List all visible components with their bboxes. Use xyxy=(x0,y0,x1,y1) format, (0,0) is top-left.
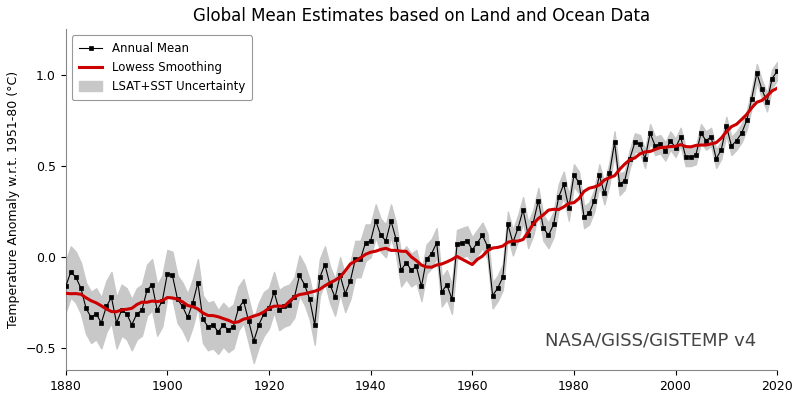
Line: Annual Mean: Annual Mean xyxy=(63,69,780,344)
Y-axis label: Temperature Anomaly w.r.t. 1951-80 (°C): Temperature Anomaly w.r.t. 1951-80 (°C) xyxy=(7,71,20,328)
Annual Mean xyxy=(300,282,310,287)
Lowess Smoothing xyxy=(300,291,310,296)
Title: Global Mean Estimates based on Land and Ocean Data: Global Mean Estimates based on Land and … xyxy=(193,7,650,25)
Lowess Smoothing xyxy=(670,144,680,149)
Text: NASA/GISS/GISTEMP v4: NASA/GISS/GISTEMP v4 xyxy=(545,332,756,350)
Legend: Annual Mean, Lowess Smoothing, LSAT+SST Uncertainty: Annual Mean, Lowess Smoothing, LSAT+SST … xyxy=(72,35,252,100)
Lowess Smoothing xyxy=(686,144,695,149)
Lowess Smoothing xyxy=(772,86,782,91)
Line: Lowess Smoothing: Lowess Smoothing xyxy=(66,88,777,323)
Lowess Smoothing xyxy=(61,291,70,296)
Annual Mean xyxy=(66,270,76,274)
Lowess Smoothing xyxy=(229,320,238,325)
Annual Mean xyxy=(249,339,258,344)
Annual Mean xyxy=(61,284,70,289)
Lowess Smoothing xyxy=(742,112,751,117)
Annual Mean xyxy=(686,154,695,159)
Lowess Smoothing xyxy=(66,291,76,296)
Annual Mean xyxy=(742,118,751,123)
Annual Mean xyxy=(102,304,111,309)
Annual Mean xyxy=(772,69,782,74)
Annual Mean xyxy=(670,146,680,150)
Lowess Smoothing xyxy=(102,307,111,312)
